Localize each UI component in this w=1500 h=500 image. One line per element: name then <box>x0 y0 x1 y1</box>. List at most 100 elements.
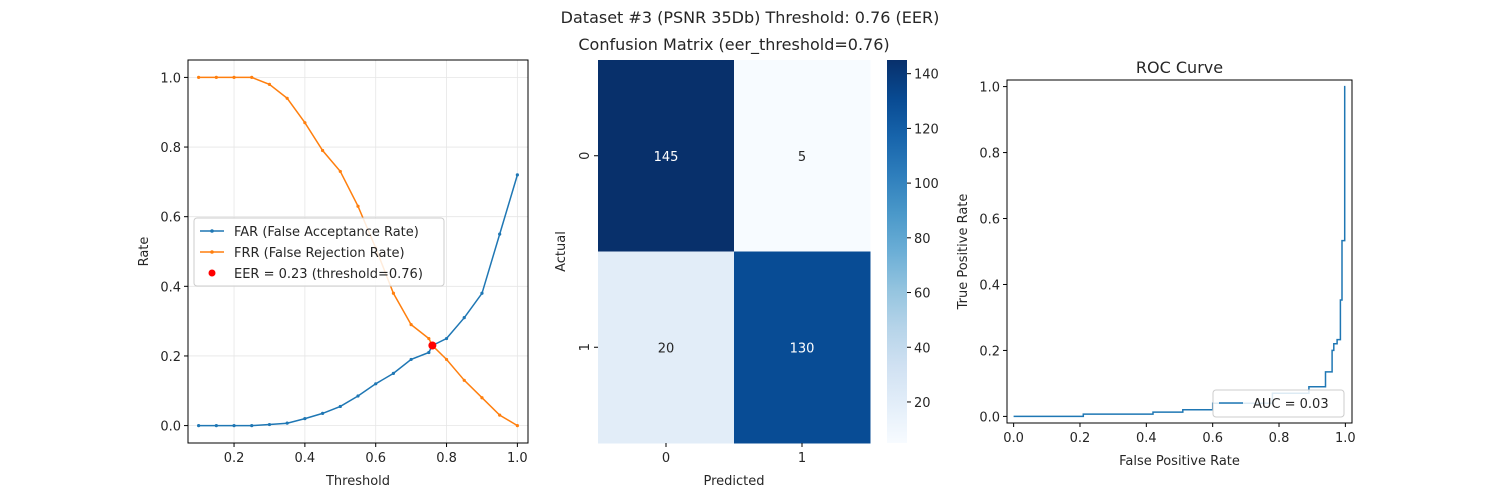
series-0-point-9 <box>356 394 360 398</box>
series-1-point-12 <box>409 323 413 327</box>
series-1-point-13 <box>427 336 431 341</box>
series-0-point-17 <box>480 291 484 295</box>
x-axis-label: False Positive Rate <box>1119 454 1240 469</box>
series-1-point-16 <box>462 378 466 382</box>
legend-marker-0 <box>210 229 214 233</box>
y-tick-label-2: 0.4 <box>979 278 1000 293</box>
x-tick-label-0: 0.2 <box>224 451 245 466</box>
series-0-point-11 <box>391 371 396 375</box>
y-axis-label: True Positive Rate <box>956 194 971 311</box>
colorbar-tick-label-1: 40 <box>914 341 931 356</box>
series-1-point-19 <box>515 423 519 428</box>
colorbar-tick-label-2: 60 <box>914 287 931 302</box>
colorbar-tick-label-5: 120 <box>914 122 939 137</box>
y-tick-label-3: 0.6 <box>160 211 181 226</box>
series-0-point-8 <box>338 404 342 409</box>
confusion-matrix-heatmap: 145 5 20 130 0 1 0 1 Confusion Matrix (eer_thres… <box>554 35 939 489</box>
legend-box <box>193 217 445 287</box>
y-tick-label-1: 0.2 <box>979 344 1000 359</box>
y-axis-label: Rate <box>137 237 152 267</box>
series-1-point-6 <box>303 121 307 125</box>
heatmap-cell-1-1 <box>734 251 871 444</box>
x-axis-label: Threshold <box>325 474 390 489</box>
series-0-point-1 <box>214 423 218 428</box>
x-tick-label-2: 0.4 <box>1136 431 1157 446</box>
x-tick-label-1: 0.2 <box>1070 431 1091 446</box>
y-tick-label-5: 1.0 <box>979 81 1000 96</box>
heatmap-cell-1-0 <box>598 251 735 444</box>
series-1-point-1 <box>214 75 218 80</box>
series-0-point-2 <box>232 423 236 428</box>
legend-marker-1 <box>210 250 214 254</box>
x-tick-label-0: 0 <box>662 451 670 466</box>
x-tick-label-3: 0.6 <box>1202 431 1223 446</box>
colorbar-tick-label-4: 100 <box>914 177 939 192</box>
series-0-point-7 <box>320 411 325 416</box>
colorbar <box>887 60 907 443</box>
heatmap-cell-label-1-1: 130 <box>790 341 815 356</box>
heatmap-title: Confusion Matrix (eer_threshold=0.76) <box>578 35 889 55</box>
legend-marker-eer <box>208 269 216 277</box>
series-0-point-13 <box>427 350 431 355</box>
plot-frame <box>1006 79 1353 424</box>
heatmap-cell-label-0-1: 5 <box>798 150 806 165</box>
series-1-point-17 <box>480 396 484 400</box>
roc-curve-plot: 0.0 0.2 0.4 0.6 0.8 1.0 0.0 0.2 0.4 0.6 0.8 1.0 ROC … <box>956 58 1356 469</box>
series-1-point-2 <box>232 75 236 80</box>
eer-point <box>428 341 437 350</box>
series-1-point-4 <box>267 82 272 86</box>
y-tick-label-4: 0.8 <box>160 141 181 156</box>
series-0-point-12 <box>409 357 413 362</box>
series-1-point-11 <box>391 291 396 295</box>
series-1-point-15 <box>444 357 449 362</box>
series-1-point-9 <box>356 204 360 208</box>
colorbar-tick-label-3: 80 <box>914 232 931 247</box>
series-1-point-5 <box>285 96 289 100</box>
series-1-point-3 <box>250 75 254 80</box>
legend-label-1: FRR (False Rejection Rate) <box>234 246 405 261</box>
series-1-point-0 <box>197 75 201 80</box>
series-0-point-18 <box>498 232 502 236</box>
figure-suptitle: Dataset #3 (PSNR 35Db) Threshold: 0.76 (… <box>561 8 940 27</box>
far-frr-threshold-plot: 0.2 0.4 0.6 0.8 1.0 0.0 0.2 0.4 0.6 0.8 1.0 Thresho… <box>137 59 529 489</box>
roc-title: ROC Curve <box>1136 58 1223 77</box>
legend-label-0: AUC = 0.03 <box>1253 397 1329 412</box>
legend-box <box>1212 389 1345 418</box>
series-0-point-6 <box>303 417 307 421</box>
series-0-point-3 <box>250 423 254 428</box>
colorbar-tick-label-6: 140 <box>914 68 939 83</box>
series-line-0 <box>198 174 519 427</box>
heatmap-cell-0-1 <box>734 60 871 252</box>
x-tick-label-4: 0.8 <box>1269 431 1290 446</box>
y-tick-label-1: 0.2 <box>160 350 181 365</box>
y-tick-label-1: 1 <box>578 343 593 351</box>
x-tick-label-1: 0.4 <box>295 451 316 466</box>
y-tick-label-4: 0.8 <box>979 147 1000 162</box>
y-tick-label-0: 0.0 <box>160 420 181 435</box>
series-0-point-16 <box>462 316 466 320</box>
y-tick-label-0: 0 <box>578 152 593 160</box>
heatmap-cell-label-1-0: 20 <box>658 341 675 356</box>
series-0-point-15 <box>444 336 449 341</box>
colorbar-tick-label-0: 20 <box>914 396 931 411</box>
y-axis-label: Actual <box>554 231 569 272</box>
series-0-point-5 <box>285 421 289 425</box>
x-tick-label-1: 1 <box>798 451 806 466</box>
x-tick-label-0: 0.0 <box>1003 431 1024 446</box>
series-0-point-10 <box>374 382 378 386</box>
y-tick-label-5: 1.0 <box>160 71 181 86</box>
series-0-point-0 <box>197 423 201 428</box>
y-tick-label-0: 0.0 <box>979 410 1000 425</box>
series-1-point-18 <box>498 413 502 417</box>
series-1-point-8 <box>338 169 342 174</box>
heatmap-cell-0-0 <box>598 60 735 252</box>
y-tick-label-3: 0.6 <box>979 213 1000 228</box>
x-axis-label: Predicted <box>703 474 764 489</box>
roc-line-0 <box>1013 85 1346 418</box>
x-tick-label-4: 1.0 <box>507 451 528 466</box>
series-0-point-4 <box>267 422 272 427</box>
heatmap-cell-label-0-0: 145 <box>654 150 679 165</box>
legend-label-0: FAR (False Acceptance Rate) <box>234 225 419 240</box>
legend-label-eer: EER = 0.23 (threshold=0.76) <box>234 267 423 282</box>
